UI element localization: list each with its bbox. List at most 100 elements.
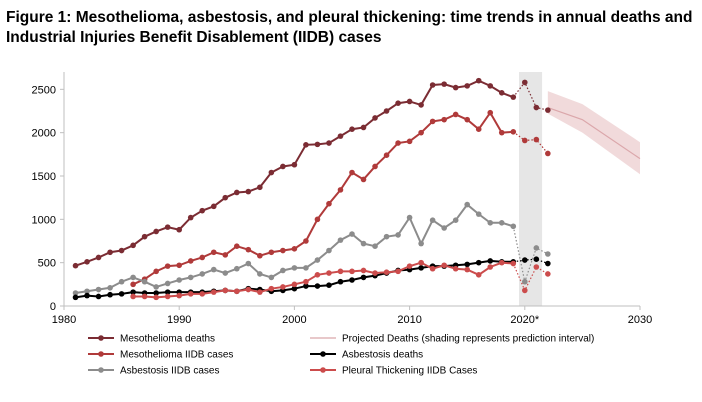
mesothelioma-deaths-point bbox=[257, 184, 263, 191]
asbestosis-iidb-cases-point bbox=[222, 270, 229, 276]
legend-swatch-marker bbox=[98, 335, 104, 341]
asbestosis-iidb-cases-point bbox=[141, 278, 148, 285]
chart-title: Figure 1: Mesothelioma, asbestosis, and … bbox=[6, 9, 693, 46]
asbestosis-iidb-cases-projected-line bbox=[512, 226, 549, 285]
mesothelioma-iidb-cases-point bbox=[452, 111, 459, 118]
asbestosis-iidb-cases-point bbox=[234, 265, 240, 272]
asbestosis-iidb-cases-point bbox=[280, 267, 286, 274]
legend-swatch-marker bbox=[98, 351, 104, 357]
mesothelioma-deaths-line bbox=[75, 79, 514, 267]
x-tick-label: 2020* bbox=[510, 314, 539, 326]
mesothelioma-deaths-point bbox=[153, 228, 159, 235]
asbestosis-iidb-cases-point bbox=[383, 233, 390, 240]
asbestosis-iidb-cases-point bbox=[210, 266, 217, 273]
pleural-thickening-iidb-cases-point bbox=[130, 293, 136, 300]
mesothelioma-iidb-cases-point bbox=[475, 126, 482, 132]
projected-deaths-line bbox=[547, 106, 641, 160]
legend-swatch-marker bbox=[320, 367, 326, 373]
mesothelioma-deaths-point bbox=[95, 254, 102, 261]
asbestosis-deaths-point bbox=[487, 258, 494, 264]
asbestosis-deaths-point bbox=[303, 283, 309, 289]
pleural-thickening-iidb-cases-point bbox=[245, 286, 252, 293]
pleural-thickening-iidb-cases-point bbox=[176, 292, 182, 299]
pleural-thickening-iidb-cases-point bbox=[372, 270, 378, 276]
asbestosis-iidb-cases-point bbox=[164, 280, 171, 287]
legend-label: Mesothelioma deaths bbox=[120, 334, 215, 345]
asbestosis-iidb-cases-point bbox=[475, 211, 482, 217]
asbestosis-iidb-cases-point bbox=[498, 220, 505, 226]
pleural-thickening-iidb-cases-point bbox=[222, 287, 229, 294]
mesothelioma-deaths-point bbox=[210, 203, 217, 210]
mesothelioma-iidb-cases-projected-line bbox=[512, 131, 549, 154]
mesothelioma-deaths-point bbox=[268, 169, 275, 176]
mesothelioma-iidb-cases-point bbox=[164, 263, 171, 269]
pleural-thickening-iidb-cases-point bbox=[314, 272, 321, 278]
asbestosis-iidb-cases-point bbox=[360, 240, 367, 247]
pleural-thickening-iidb-cases-point bbox=[429, 265, 436, 272]
pleural-thickening-iidb-cases-point bbox=[441, 262, 447, 269]
asbestosis-iidb-cases-point bbox=[349, 231, 355, 237]
legend-item: Asbestosis IIDB cases bbox=[88, 366, 219, 377]
asbestosis-iidb-cases-point bbox=[464, 201, 471, 208]
mesothelioma-deaths-point bbox=[418, 102, 424, 108]
pleural-thickening-iidb-cases-point bbox=[303, 278, 309, 285]
legend-label: Asbestosis IIDB cases bbox=[120, 366, 219, 377]
mesothelioma-deaths-projected-line bbox=[512, 81, 548, 111]
asbestosis-deaths-point bbox=[418, 265, 424, 271]
pleural-thickening-iidb-cases-point bbox=[406, 263, 413, 269]
y-tick-label: 1000 bbox=[32, 214, 56, 226]
mesothelioma-deaths-point bbox=[280, 163, 286, 170]
legend-item: Projected Deaths (shading represents pre… bbox=[310, 334, 594, 345]
pleural-thickening-iidb-cases-point bbox=[452, 265, 459, 272]
mesothelioma-deaths-point bbox=[360, 124, 367, 131]
asbestosis-iidb-cases-projected-point bbox=[545, 251, 551, 257]
mesothelioma-iidb-cases-point bbox=[234, 243, 240, 249]
asbestosis-iidb-cases-point bbox=[406, 214, 413, 221]
x-tick-label: 2030 bbox=[628, 314, 652, 326]
legend-swatch-marker bbox=[320, 351, 326, 357]
mesothelioma-deaths-point bbox=[84, 259, 90, 265]
mesothelioma-iidb-cases-point bbox=[487, 109, 494, 116]
asbestosis-deaths-point bbox=[326, 282, 332, 289]
mesothelioma-iidb-cases-point bbox=[510, 129, 517, 135]
legend-item: Mesothelioma IIDB cases bbox=[88, 350, 233, 361]
asbestosis-iidb-cases-point bbox=[291, 265, 298, 271]
mesothelioma-iidb-cases-point bbox=[257, 252, 263, 259]
y-tick-label: 2000 bbox=[32, 128, 56, 140]
mesothelioma-iidb-cases-point bbox=[222, 252, 229, 258]
x-tick-label: 2000 bbox=[282, 314, 306, 326]
asbestosis-iidb-cases-point bbox=[395, 232, 401, 238]
mesothelioma-iidb-cases-point bbox=[429, 118, 436, 125]
mesothelioma-deaths-point bbox=[234, 189, 240, 196]
mesothelioma-deaths-point bbox=[383, 108, 390, 114]
asbestosis-iidb-cases-point bbox=[187, 274, 194, 281]
asbestosis-deaths-point bbox=[314, 283, 321, 289]
mesothelioma-iidb-cases-projected-point bbox=[533, 136, 540, 143]
asbestosis-deaths-point bbox=[349, 277, 355, 283]
mesothelioma-deaths-point bbox=[107, 249, 113, 256]
mesothelioma-deaths-point bbox=[72, 262, 79, 269]
pleural-thickening-iidb-cases-point bbox=[383, 269, 390, 276]
legend-item: Mesothelioma deaths bbox=[88, 334, 215, 345]
asbestosis-deaths-point bbox=[291, 285, 298, 292]
mesothelioma-deaths-point bbox=[164, 224, 171, 230]
mesothelioma-iidb-cases-point bbox=[337, 187, 344, 193]
pleural-thickening-iidb-cases-point bbox=[291, 281, 298, 288]
mesothelioma-deaths-point bbox=[395, 100, 401, 106]
mesothelioma-deaths-point bbox=[337, 133, 344, 139]
pleural-thickening-iidb-cases-point bbox=[498, 259, 505, 266]
mesothelioma-iidb-cases-line bbox=[132, 110, 514, 286]
pleural-thickening-iidb-cases-point bbox=[257, 289, 263, 295]
asbestosis-deaths-projected-line bbox=[513, 258, 549, 265]
pleural-thickening-iidb-cases-point bbox=[360, 267, 367, 274]
asbestosis-iidb-cases-point bbox=[372, 243, 378, 249]
mesothelioma-deaths-point bbox=[464, 83, 471, 89]
mesothelioma-deaths-projected-point bbox=[522, 79, 528, 86]
mesothelioma-deaths-point bbox=[303, 142, 309, 148]
mesothelioma-iidb-cases-point bbox=[280, 247, 286, 254]
mesothelioma-iidb-cases-point bbox=[303, 238, 309, 244]
mesothelioma-deaths-point bbox=[199, 207, 206, 214]
mesothelioma-iidb-cases-point bbox=[130, 281, 136, 288]
asbestosis-iidb-cases-point bbox=[418, 240, 424, 247]
asbestosis-deaths-projected-point bbox=[522, 257, 528, 263]
